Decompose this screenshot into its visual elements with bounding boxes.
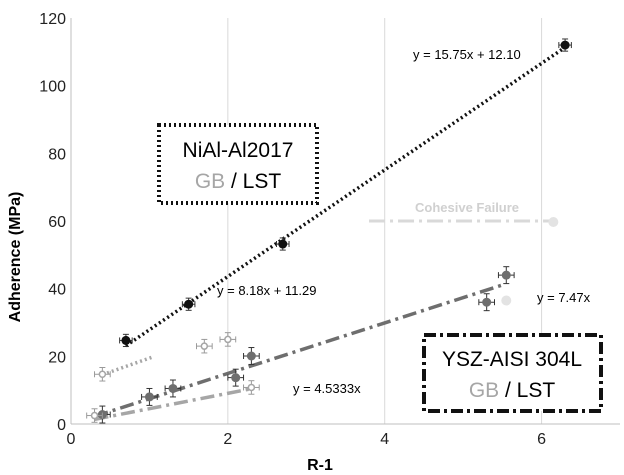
point-s3-1 xyxy=(243,380,260,395)
y-tick-label-120: 120 xyxy=(39,11,66,28)
marker-s2-1 xyxy=(144,392,154,402)
y-axis-title: Adherence (MPa) xyxy=(7,192,24,323)
x-tick-label-6: 6 xyxy=(537,431,546,448)
point-s2-5 xyxy=(478,293,496,312)
point-s3-0 xyxy=(86,408,103,423)
point-s0-1 xyxy=(181,297,196,311)
marker-s2-2 xyxy=(168,383,178,393)
eq-ysz-lst: y = 4.5333x xyxy=(293,381,361,396)
point-s2-2 xyxy=(164,379,182,398)
cohesive-failure-group: Cohesive Failure xyxy=(369,200,559,306)
y-tick-label-0: 0 xyxy=(57,417,66,434)
eq-ysz-gb: y = 7.47x xyxy=(537,290,591,305)
box-nial-border xyxy=(157,123,319,205)
box-ysz-lst: LST xyxy=(517,379,556,402)
marker-s2-5 xyxy=(482,297,492,307)
marker-s0-0 xyxy=(121,335,131,345)
point-s2-3 xyxy=(227,368,245,387)
point-s0-3 xyxy=(558,38,572,52)
point-s1-1 xyxy=(195,338,213,354)
box-nial-gb: GB xyxy=(195,170,225,193)
marker-s2-6 xyxy=(501,270,511,280)
marker-s0-1 xyxy=(184,299,194,309)
marker-s1-0 xyxy=(98,370,107,379)
point-s2-4 xyxy=(243,347,260,365)
eq-nial-lst: y = 8.18x + 11.29 xyxy=(217,283,317,298)
point-s0-0 xyxy=(119,333,133,348)
box-ysz: YSZ-AISI 304L GB / LST xyxy=(422,333,603,413)
box-ysz-gb: GB xyxy=(469,379,499,402)
box-ysz-sep: / xyxy=(499,379,517,402)
cohesive-failure-point-0 xyxy=(548,217,559,228)
marker-s2-4 xyxy=(246,351,256,361)
box-nial-lst: LST xyxy=(243,170,282,193)
x-axis-title: R-1 xyxy=(307,457,333,474)
box-nial-title: NiAl-Al2017 xyxy=(183,139,294,162)
point-s0-2 xyxy=(275,237,290,251)
marker-s3-1 xyxy=(247,383,256,392)
fit-line-0 xyxy=(124,45,567,348)
fit-line-2 xyxy=(93,283,503,419)
point-s1-0 xyxy=(94,366,111,382)
x-tick-label-0: 0 xyxy=(67,431,76,448)
marker-s1-2 xyxy=(224,335,232,344)
point-s1-2 xyxy=(219,332,237,347)
eq-nial-gb: y = 15.75x + 12.10 xyxy=(413,47,521,62)
fit-lines xyxy=(93,45,567,422)
marker-s0-2 xyxy=(278,239,288,249)
marker-s2-3 xyxy=(231,373,241,383)
box-nial-surface: GB / LST xyxy=(195,170,282,193)
cohesive-failure-label: Cohesive Failure xyxy=(415,200,519,215)
marker-s0-3 xyxy=(560,40,570,50)
box-nial-sep: / xyxy=(225,170,243,193)
box-ysz-title: YSZ-AISI 304L xyxy=(442,348,582,371)
marker-s1-1 xyxy=(200,342,209,350)
y-tick-label-40: 40 xyxy=(48,282,66,299)
box-nial: NiAl-Al2017 GB / LST xyxy=(157,123,319,205)
y-tick-label-60: 60 xyxy=(48,214,66,231)
x-tick-label-4: 4 xyxy=(380,431,389,448)
point-s2-6 xyxy=(497,266,515,285)
cohesive-failure-point-1 xyxy=(501,295,512,306)
data-points xyxy=(86,38,572,424)
y-tick-label-80: 80 xyxy=(48,146,66,163)
box-ysz-border xyxy=(422,333,603,413)
point-s2-1 xyxy=(141,387,158,406)
y-tick-label-20: 20 xyxy=(48,349,66,366)
x-tick-label-2: 2 xyxy=(223,431,232,448)
axes xyxy=(70,18,620,425)
y-tick-label-100: 100 xyxy=(39,79,66,96)
box-ysz-surface: GB / LST xyxy=(469,379,556,402)
fit-line-1 xyxy=(101,355,154,377)
marker-s3-0 xyxy=(90,411,99,420)
